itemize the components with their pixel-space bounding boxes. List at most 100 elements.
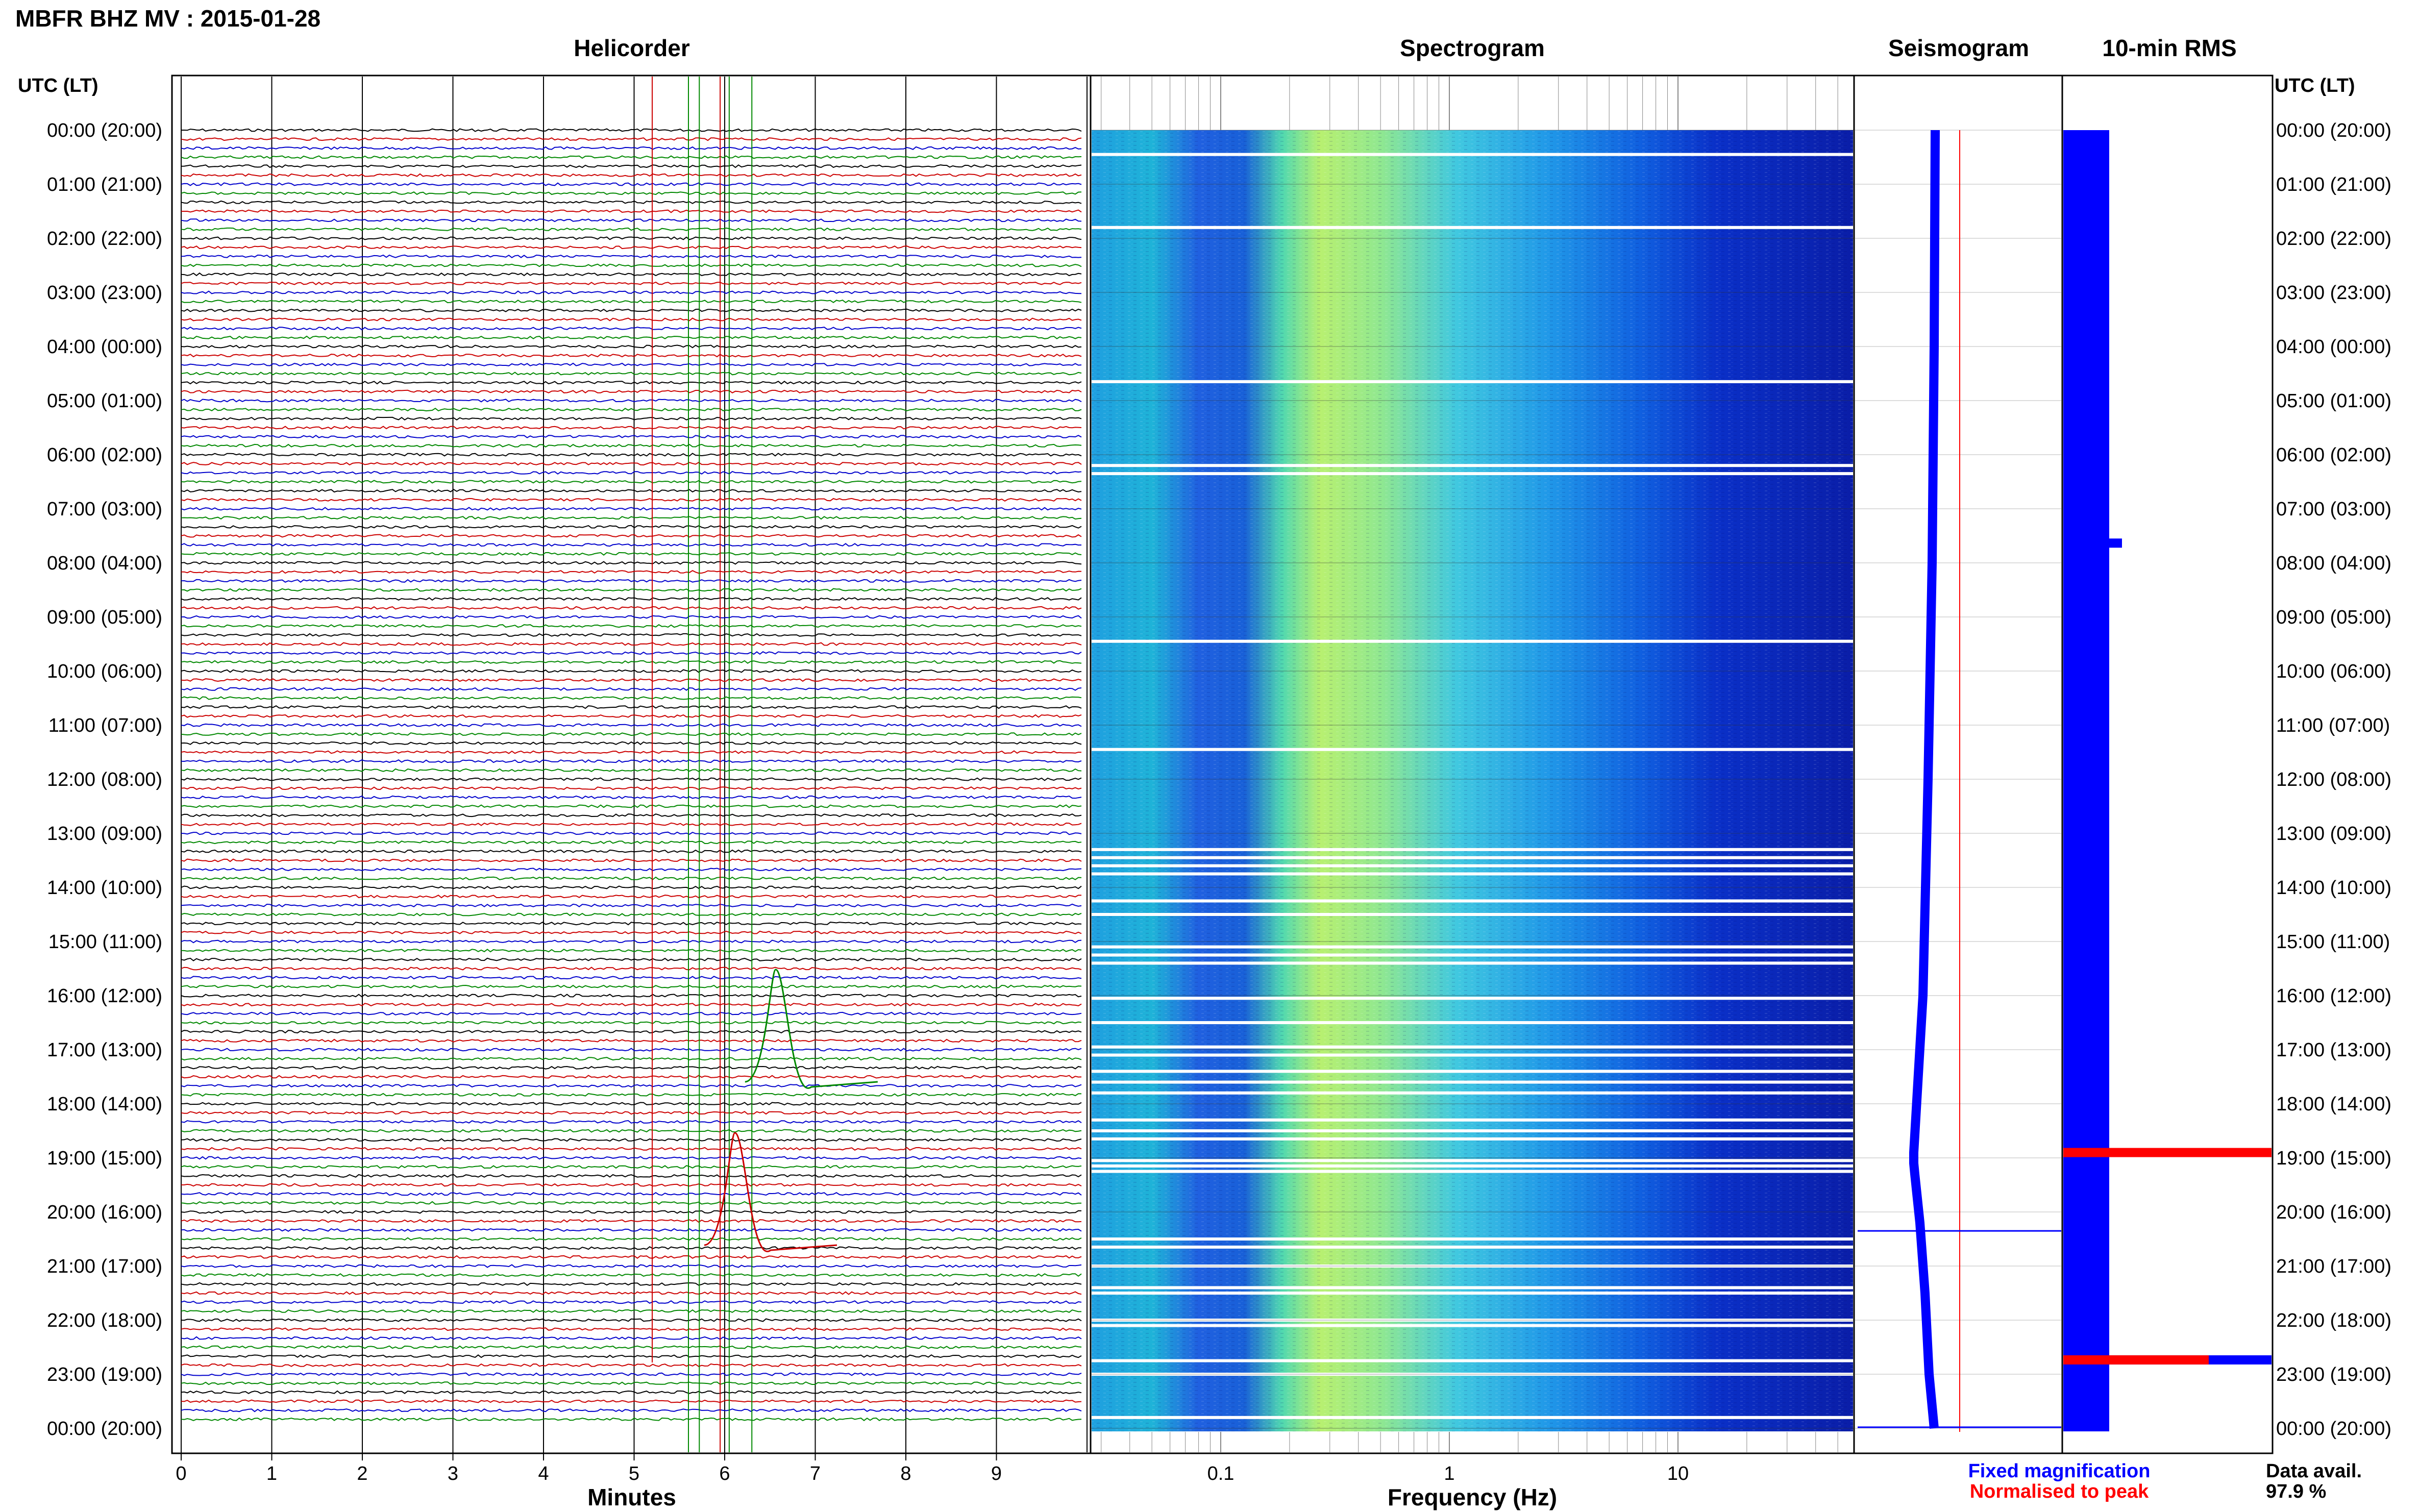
time-label-right: 13:00 (09:00): [2276, 823, 2391, 845]
time-label-left: 08:00 (04:00): [47, 553, 162, 574]
time-label-right: 18:00 (14:00): [2276, 1094, 2391, 1115]
time-label-left: 00:00 (20:00): [47, 1418, 162, 1440]
helicorder-trace: [181, 164, 1082, 168]
helicorder-trace: [181, 525, 1082, 529]
time-label-right: 07:00 (03:00): [2276, 499, 2391, 520]
helicorder-trace: [181, 362, 1082, 366]
time-label-right: 21:00 (17:00): [2276, 1256, 2391, 1277]
helicorder-frame: [171, 75, 1092, 1454]
time-label-left: 13:00 (09:00): [47, 823, 162, 845]
helicorder-trace: [181, 795, 1082, 799]
helicorder-trace: [181, 534, 1082, 538]
time-label-right: 08:00 (04:00): [2276, 553, 2391, 574]
helicorder-trace: [181, 1273, 1082, 1277]
helicorder-trace: [181, 588, 1082, 592]
time-label-right: 23:00 (19:00): [2276, 1364, 2391, 1385]
helicorder-trace: [181, 804, 1082, 808]
minute-tick-label: 0: [176, 1463, 186, 1484]
helicorder-trace: [181, 714, 1082, 718]
helicorder-trace: [181, 326, 1082, 331]
helicorder-trace: [181, 840, 1082, 845]
helicorder-trace: [181, 786, 1082, 790]
spectrogram-gap: [1092, 1359, 1853, 1362]
helicorder-trace: [181, 822, 1082, 826]
helicorder-trace: [181, 660, 1082, 664]
spectrogram-gap: [1092, 856, 1853, 859]
spectrogram-gap: [1092, 945, 1853, 949]
helicorder-trace: [181, 930, 1082, 934]
helicorder-trace: [181, 1390, 1082, 1395]
helicorder-trace: [181, 642, 1082, 646]
helicorder-trace: [181, 732, 1082, 736]
spectrogram-gap: [1092, 1129, 1853, 1132]
time-label-left: 04:00 (00:00): [47, 336, 162, 358]
helicorder-trace: [181, 407, 1082, 412]
minute-tick-label: 5: [629, 1463, 639, 1484]
time-axis-label-left: UTC (LT): [18, 75, 98, 96]
spectrogram-gap: [1092, 472, 1853, 476]
helicorder-trace: [181, 633, 1082, 637]
helicorder-trace: [181, 895, 1081, 899]
time-label-left: 20:00 (16:00): [47, 1202, 162, 1223]
spectrogram-gap: [1092, 1324, 1853, 1327]
rms-bump: [2063, 538, 2122, 548]
helicorder-trace: [181, 984, 1082, 988]
helicorder-trace: [181, 903, 1082, 908]
helicorder-trace: [181, 921, 1082, 926]
minute-tick-label: 6: [719, 1463, 730, 1484]
helicorder-trace: [181, 1075, 1082, 1079]
helicorder-trace: [181, 1381, 1082, 1385]
helicorder-trace: [181, 453, 1082, 457]
time-label-left: 07:00 (03:00): [47, 499, 162, 520]
spectrogram-gap: [1092, 464, 1853, 467]
helicorder-trace: [181, 1363, 1082, 1367]
helicorder-trace: [181, 290, 1082, 294]
rms-spike: [2063, 1148, 2272, 1157]
helicorder-trace: [181, 1120, 1082, 1124]
helicorder-trace: [181, 1183, 1082, 1187]
spectrogram-gap: [1092, 1045, 1853, 1049]
minute-tick-label: 2: [357, 1463, 367, 1484]
helicorder-trace: [181, 173, 1082, 177]
time-label-right: 01:00 (21:00): [2276, 174, 2391, 195]
helicorder-trace: [181, 669, 1082, 673]
helicorder-trace: [181, 209, 1082, 213]
helicorder-trace: [181, 1138, 1082, 1142]
time-label-right: 11:00 (07:00): [2276, 715, 2390, 736]
time-label-right: 19:00 (15:00): [2276, 1148, 2391, 1169]
helicorder-trace: [181, 1021, 1082, 1025]
helicorder-trace: [181, 245, 1082, 250]
helicorder-trace: [181, 263, 1082, 267]
time-label-right: 00:00 (20:00): [2276, 120, 2391, 141]
helicorder-trace: [181, 308, 1082, 312]
helicorder-trace: [181, 624, 1082, 628]
helicorder-trace: [181, 1354, 1082, 1358]
time-label-right: 10:00 (06:00): [2276, 661, 2391, 682]
helicorder-trace: [181, 191, 1082, 195]
helicorder-trace: [181, 759, 1082, 763]
spectrogram-gap: [1092, 380, 1853, 383]
spectrogram-title: Spectrogram: [1400, 35, 1545, 61]
helicorder-trace: [181, 1417, 1082, 1422]
helicorder-trace: [181, 552, 1082, 556]
helicorder-trace: [181, 1192, 1082, 1196]
helicorder-trace: [181, 1327, 1082, 1331]
helicorder-trace: [181, 876, 1082, 880]
helicorder-trace: [181, 389, 1082, 393]
time-label-left: 00:00 (20:00): [47, 120, 162, 141]
helicorder-trace: [181, 182, 1082, 186]
helicorder-trace: [181, 885, 1082, 889]
seismogram-fixed-trace: [1909, 130, 1940, 1429]
time-label-left: 03:00 (23:00): [47, 282, 162, 304]
helicorder-trace: [181, 1003, 1082, 1007]
minute-tick-label: 3: [448, 1463, 458, 1484]
helicorder-trace: [181, 128, 1082, 132]
helicorder-trace: [181, 615, 1082, 619]
seismogram-frame: [1853, 75, 2063, 1454]
helicorder-trace: [181, 507, 1082, 511]
helicorder-trace: [181, 741, 1082, 746]
helicorder-trace: [181, 354, 1082, 358]
time-label-left: 11:00 (07:00): [48, 715, 162, 736]
time-label-left: 05:00 (01:00): [47, 390, 162, 412]
